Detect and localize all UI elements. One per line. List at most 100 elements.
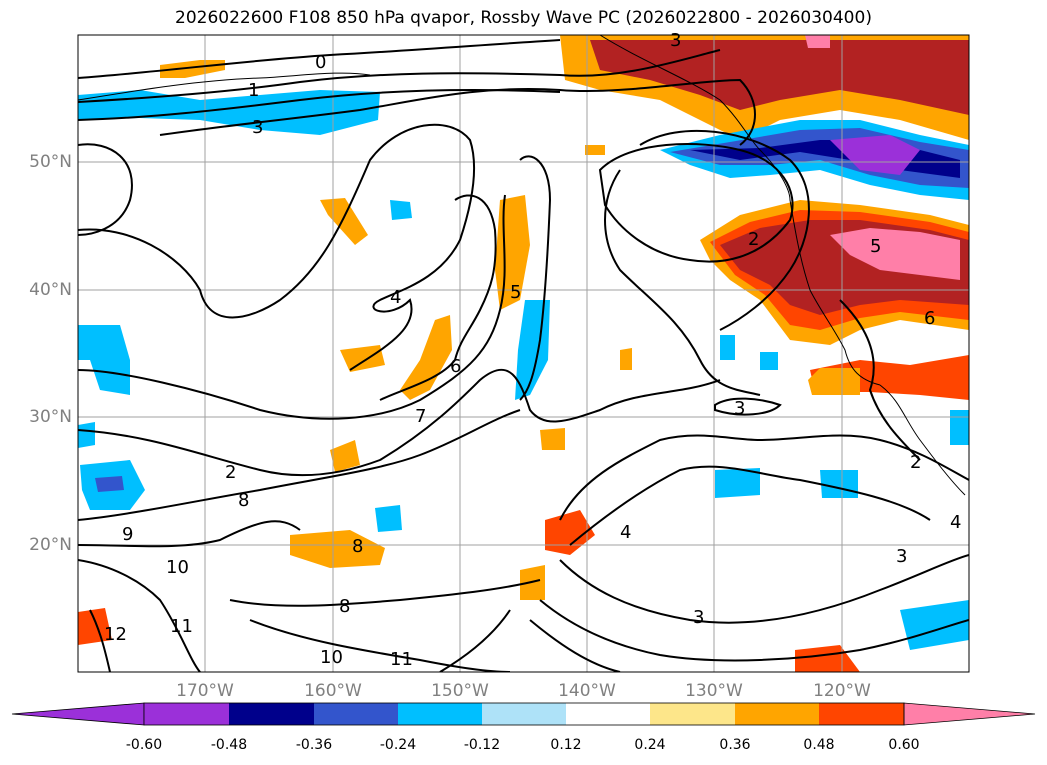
lat-label: 40°N <box>29 280 72 300</box>
colorbar-tick: 0.60 <box>888 737 920 753</box>
contour-3-top <box>159 78 756 146</box>
contour-loop-3 <box>714 397 782 416</box>
contour-9 <box>78 409 521 521</box>
contour-label: 12 <box>104 624 127 645</box>
anomaly-pink-ne <box>805 35 830 48</box>
colorbar-tick: 0.36 <box>719 737 751 753</box>
colorbar-segment <box>650 703 735 725</box>
contour-8 <box>78 368 721 477</box>
contour-0 <box>78 39 561 79</box>
contour-2 <box>78 89 561 121</box>
chart-title: 2026022600 F108 850 hPa qvapor, Rossby W… <box>175 8 872 28</box>
contour-label: 8 <box>352 536 363 557</box>
contour-label-group: 0 1 2 3 4 5 6 7 8 9 10 11 12 2 3 4 8 10 … <box>104 30 961 670</box>
colorbar-segment <box>314 703 398 725</box>
contour-label: 9 <box>122 524 133 545</box>
colorbar-extend-right <box>903 702 1036 726</box>
contours <box>78 39 969 672</box>
anomaly-positive-baja-edge <box>808 368 860 395</box>
anomaly-negative-e <box>950 410 969 445</box>
contour-label: 4 <box>950 512 961 533</box>
colorbar-segment <box>398 703 482 725</box>
contour-label: 11 <box>390 649 413 670</box>
contour-label: 10 <box>320 647 343 668</box>
anomaly-negative-c2 <box>390 200 412 220</box>
anomaly-positive-c10 <box>160 60 225 78</box>
anomaly-positive-c7 <box>545 510 595 555</box>
colorbar-tick: -0.36 <box>295 737 333 753</box>
contour-10 <box>78 520 301 548</box>
anomaly-negative-c4 <box>715 468 760 498</box>
colorbar-tick: -0.12 <box>463 737 501 753</box>
colorbar <box>11 702 1036 726</box>
colorbar-tick: -0.60 <box>125 737 163 753</box>
contour-label: 8 <box>339 596 350 617</box>
lon-label: 170°W <box>176 681 234 701</box>
anomaly-positive-sw <box>78 608 112 645</box>
contour-south-2 <box>569 465 931 546</box>
contour-label: 8 <box>238 490 249 511</box>
anomaly-negative-w3 <box>78 422 95 448</box>
anomaly-positive-small1 <box>585 145 605 155</box>
shaded-field <box>78 35 969 672</box>
colorbar-segment <box>144 703 229 725</box>
colorbar-tick: 0.12 <box>550 737 582 753</box>
coastline <box>78 35 966 496</box>
anomaly-negative-pnw-purple <box>830 135 920 175</box>
anomaly-positive-c4 <box>340 345 385 372</box>
lat-label: 30°N <box>29 407 72 427</box>
contour-south-7 <box>249 619 511 672</box>
contour-label: 3 <box>693 607 704 628</box>
anomaly-negative-nw <box>78 90 380 135</box>
contour-enclosed-w <box>78 143 133 236</box>
contour-label: 11 <box>170 616 193 637</box>
graticule <box>78 35 969 672</box>
contour-label: 6 <box>924 308 935 329</box>
lon-label: 150°W <box>431 681 489 701</box>
contour-12 <box>89 609 111 672</box>
contour-label: 5 <box>510 282 521 303</box>
contour-south-5 <box>529 619 621 672</box>
contour-1 <box>78 49 721 103</box>
map-frame <box>77 34 970 673</box>
contour-label: 10 <box>166 557 189 578</box>
contour-6 <box>519 155 552 401</box>
colorbar-segment <box>566 703 650 725</box>
colorbar-tick: -0.48 <box>210 737 248 753</box>
anomaly-positive-c1 <box>320 198 368 245</box>
contour-south-1 <box>559 434 969 521</box>
contour-label: 2 <box>910 452 921 473</box>
anomaly-positive-c9 <box>540 428 565 450</box>
contour-south-8 <box>229 579 541 607</box>
contour-label: 2 <box>748 229 759 250</box>
anomaly-positive-c6 <box>290 530 385 568</box>
anomaly-positive-c3 <box>400 315 452 400</box>
anomaly-negative-c5 <box>820 470 858 498</box>
contour-4 <box>78 123 476 371</box>
lon-label: 140°W <box>558 681 616 701</box>
colorbar-segment <box>482 703 566 725</box>
colorbar-segment <box>819 703 904 725</box>
contour-label: 3 <box>252 117 263 138</box>
contour-label: 3 <box>670 30 681 51</box>
contour-label: 3 <box>734 398 745 419</box>
colorbar-tick: 0.48 <box>803 737 835 753</box>
colorbar-tick: -0.24 <box>379 737 417 753</box>
lon-label: 120°W <box>813 681 871 701</box>
contour-label: 5 <box>870 236 881 257</box>
contour-east <box>604 169 761 396</box>
anomaly-negative-c6 <box>720 335 735 360</box>
anomaly-negative-se <box>900 600 969 650</box>
anomaly-negative-c7 <box>760 352 778 370</box>
contour-7 <box>78 194 506 420</box>
contour-big-loop <box>639 129 810 331</box>
anomaly-negative-w1 <box>78 325 130 395</box>
lon-label: 160°W <box>304 681 362 701</box>
contour-label: 2 <box>225 462 236 483</box>
contour-label: 4 <box>620 522 631 543</box>
contour-south-3 <box>559 554 969 624</box>
contour-11 <box>78 559 201 672</box>
anomaly-negative-c3 <box>375 505 402 532</box>
contour-label: 0 <box>315 52 326 73</box>
